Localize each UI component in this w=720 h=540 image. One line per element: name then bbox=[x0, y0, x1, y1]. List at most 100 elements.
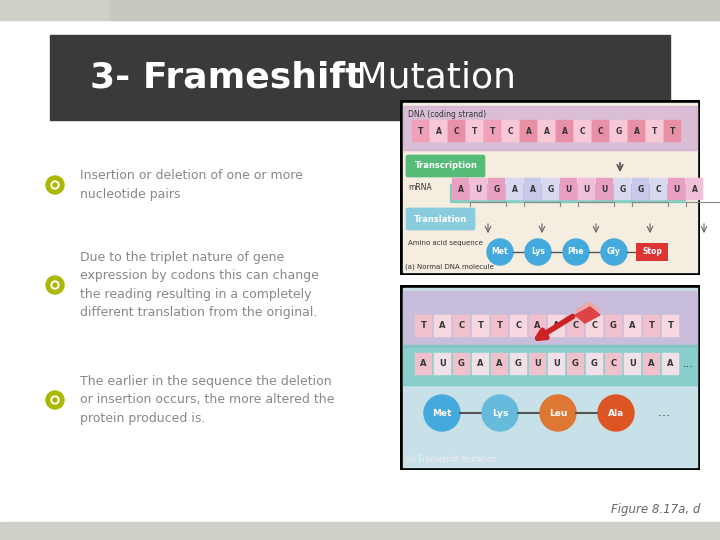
Text: Figure 8.17a, d: Figure 8.17a, d bbox=[611, 503, 700, 516]
Text: Gly: Gly bbox=[607, 247, 621, 256]
Circle shape bbox=[601, 239, 627, 265]
Text: C: C bbox=[454, 126, 459, 136]
Text: G: G bbox=[572, 360, 579, 368]
Bar bbox=[668, 178, 685, 200]
Text: G: G bbox=[616, 126, 621, 136]
Text: ...: ... bbox=[654, 407, 670, 420]
Text: G: G bbox=[493, 185, 500, 193]
Text: Met: Met bbox=[432, 408, 451, 417]
Text: The earlier in the sequence the deletion
or insertion occurs, the more altered t: The earlier in the sequence the deletion… bbox=[80, 375, 334, 425]
Bar bbox=[664, 120, 681, 142]
Text: U: U bbox=[439, 360, 446, 368]
Text: Insertion or deletion of one or more
nucleotide pairs: Insertion or deletion of one or more nuc… bbox=[80, 169, 303, 201]
Circle shape bbox=[53, 283, 57, 287]
Circle shape bbox=[525, 239, 551, 265]
Text: A: A bbox=[477, 360, 484, 368]
Text: G: G bbox=[637, 185, 644, 193]
Text: C: C bbox=[598, 126, 603, 136]
Bar bbox=[529, 315, 546, 337]
Text: T: T bbox=[490, 126, 495, 136]
Bar bbox=[472, 353, 489, 375]
Text: Ala: Ala bbox=[608, 408, 624, 417]
Text: T: T bbox=[477, 321, 483, 330]
Bar bbox=[434, 353, 451, 375]
Circle shape bbox=[51, 181, 59, 189]
Bar bbox=[415, 315, 432, 337]
Text: A: A bbox=[667, 360, 674, 368]
Bar bbox=[510, 353, 527, 375]
Text: U: U bbox=[534, 360, 541, 368]
Text: A: A bbox=[562, 126, 567, 136]
Bar bbox=[624, 315, 641, 337]
Text: A: A bbox=[692, 185, 698, 193]
Circle shape bbox=[51, 396, 59, 404]
Text: A: A bbox=[436, 126, 441, 136]
Text: T: T bbox=[670, 126, 675, 136]
Bar bbox=[466, 120, 483, 142]
Text: A: A bbox=[526, 126, 531, 136]
Text: G: G bbox=[591, 360, 598, 368]
Bar bbox=[491, 315, 508, 337]
Bar bbox=[628, 120, 645, 142]
Text: A: A bbox=[420, 360, 427, 368]
Text: Lys: Lys bbox=[531, 247, 545, 256]
Bar bbox=[586, 353, 603, 375]
Text: Lys: Lys bbox=[492, 408, 508, 417]
Bar bbox=[636, 243, 668, 261]
Bar bbox=[452, 178, 469, 200]
Bar bbox=[400, 100, 700, 275]
Circle shape bbox=[53, 183, 57, 187]
Bar bbox=[548, 315, 565, 337]
Text: DNA (coding strand): DNA (coding strand) bbox=[408, 110, 486, 119]
Text: C: C bbox=[508, 126, 513, 136]
Bar bbox=[470, 178, 487, 200]
Bar bbox=[605, 315, 622, 337]
Text: Phe: Phe bbox=[568, 247, 584, 256]
Text: G: G bbox=[515, 360, 522, 368]
Text: C: C bbox=[459, 321, 464, 330]
Circle shape bbox=[482, 395, 518, 431]
Bar bbox=[567, 315, 584, 337]
Circle shape bbox=[46, 176, 64, 194]
Text: A: A bbox=[439, 321, 446, 330]
Text: Amino acid sequence: Amino acid sequence bbox=[408, 240, 483, 246]
Text: A: A bbox=[512, 185, 518, 193]
Text: A: A bbox=[530, 185, 536, 193]
Bar bbox=[510, 315, 527, 337]
Bar bbox=[596, 178, 613, 200]
Bar bbox=[453, 353, 470, 375]
Text: U: U bbox=[673, 185, 680, 193]
Text: T: T bbox=[652, 126, 657, 136]
Circle shape bbox=[46, 391, 64, 409]
Circle shape bbox=[598, 395, 634, 431]
Bar bbox=[586, 315, 603, 337]
Bar bbox=[548, 353, 565, 375]
Circle shape bbox=[487, 239, 513, 265]
Text: A: A bbox=[496, 360, 503, 368]
Circle shape bbox=[424, 395, 460, 431]
Bar bbox=[567, 353, 584, 375]
Bar bbox=[403, 345, 697, 385]
Bar bbox=[560, 178, 577, 200]
Text: C: C bbox=[572, 321, 579, 330]
Bar bbox=[578, 178, 595, 200]
Bar bbox=[488, 178, 505, 200]
Text: C: C bbox=[580, 126, 585, 136]
Text: Met: Met bbox=[492, 247, 508, 256]
Text: 3- Frameshift: 3- Frameshift bbox=[90, 61, 362, 95]
Bar bbox=[415, 353, 432, 375]
Circle shape bbox=[53, 398, 57, 402]
Text: T: T bbox=[497, 321, 503, 330]
Bar bbox=[632, 178, 649, 200]
Text: U: U bbox=[601, 185, 608, 193]
Bar bbox=[403, 106, 697, 150]
Text: U: U bbox=[629, 360, 636, 368]
Text: A: A bbox=[458, 185, 464, 193]
Bar bbox=[502, 120, 519, 142]
Text: A: A bbox=[629, 321, 636, 330]
Bar bbox=[412, 120, 429, 142]
Bar bbox=[50, 35, 670, 120]
Text: Transcription: Transcription bbox=[415, 161, 477, 171]
Bar bbox=[592, 120, 609, 142]
Text: C: C bbox=[656, 185, 661, 193]
